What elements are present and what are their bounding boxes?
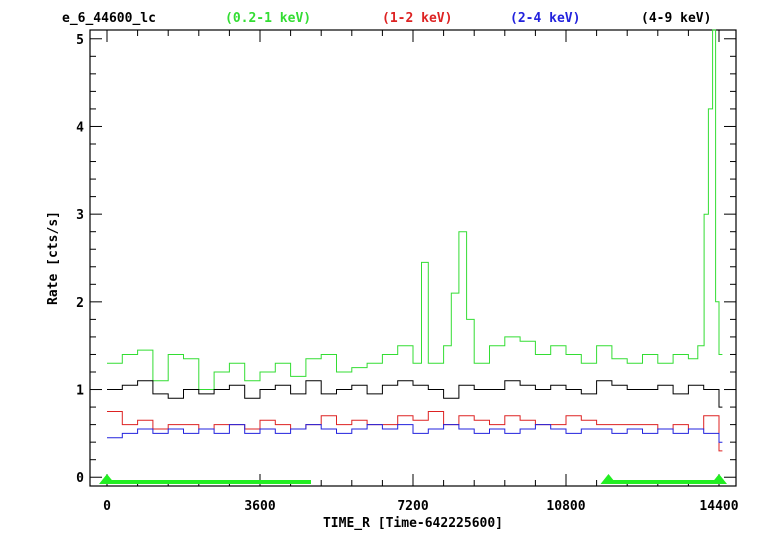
gti-marker [711,474,727,484]
legend-entry-2: (2-4 keV) [510,11,580,26]
x-tick-label: 10800 [546,499,585,514]
y-tick-label: 2 [76,296,84,311]
y-tick-label: 5 [76,33,84,48]
gti-bar [107,480,311,484]
series-line [107,29,723,390]
x-tick-label: 0 [103,499,111,514]
gti-bar [608,480,719,484]
x-tick-label: 14400 [699,499,738,514]
x-axis-label: TIME_R [Time-642225600] [323,516,503,531]
y-tick-label: 3 [76,208,84,223]
y-tick-label: 1 [76,384,84,399]
series-line [107,380,723,408]
legend-entry-3: (4-9 keV) [641,11,711,26]
legend-entry-1: (1-2 keV) [382,11,452,26]
x-tick-label: 7200 [397,499,428,514]
y-tick-label: 4 [76,120,84,135]
good-time-intervals [99,474,727,484]
gti-marker [99,474,115,484]
x-tick-label: 3600 [244,499,275,514]
series-line [107,424,723,443]
y-tick-label: 0 [76,471,84,486]
y-axis-label: Rate [cts/s] [46,211,61,305]
chart-title: e_6_44600_lc [62,11,156,26]
series-line [107,411,723,452]
gti-marker [600,474,617,484]
legend-entry-0: (0.2-1 keV) [225,11,311,26]
series-group [107,29,723,452]
axis-tick-labels: 0 3600 7200 10800 14400 0 1 2 3 4 5 [76,33,739,514]
